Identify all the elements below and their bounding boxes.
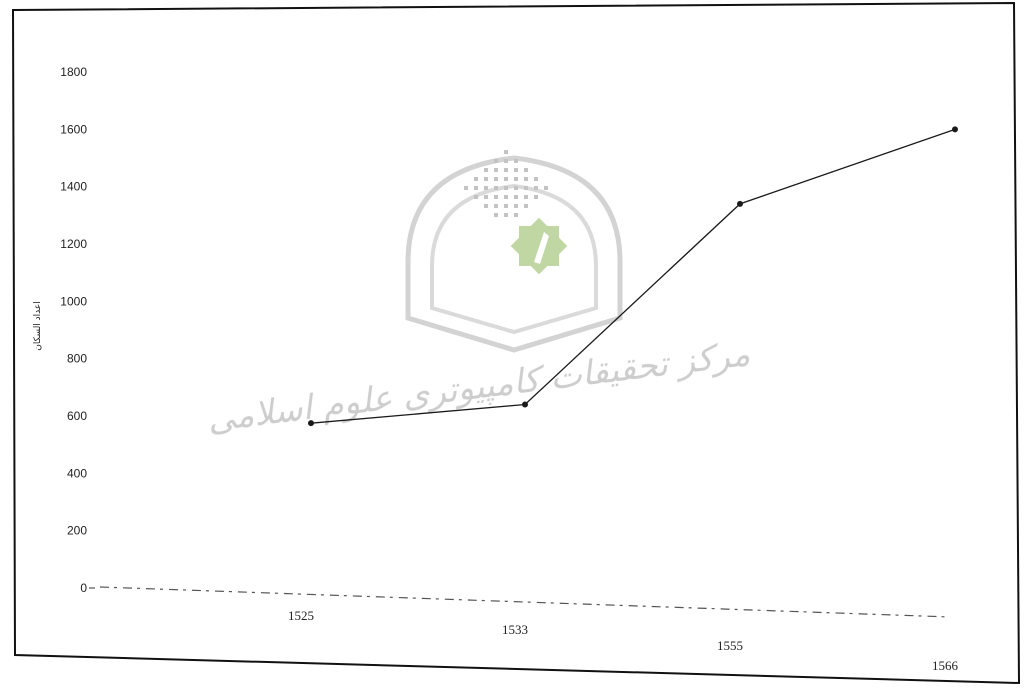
watermark-dot bbox=[524, 186, 528, 190]
watermark-dot bbox=[514, 213, 518, 217]
x-tick-label: 1566 bbox=[932, 658, 959, 673]
watermark-dot bbox=[494, 186, 498, 190]
data-point bbox=[308, 420, 314, 427]
y-tick-label: 1400 bbox=[60, 180, 87, 194]
watermark-dot bbox=[534, 177, 538, 181]
watermark-dot bbox=[504, 204, 508, 208]
watermark-dot bbox=[504, 159, 508, 163]
y-axis-title: اعداد السكان bbox=[33, 301, 43, 351]
watermark-star-icon bbox=[510, 217, 568, 275]
x-axis: 1525 1533 1555 1566 bbox=[99, 586, 959, 673]
watermark-dot bbox=[524, 177, 528, 181]
x-tick-label: 1555 bbox=[717, 638, 743, 653]
watermark-dot bbox=[504, 150, 508, 154]
watermark-dot bbox=[474, 186, 478, 190]
watermark-dot bbox=[504, 195, 508, 199]
watermark-dot bbox=[504, 177, 508, 181]
watermark-logo: مرکز تحقیقات کامپیوتری علوم اسلامی bbox=[205, 150, 752, 440]
watermark-dot bbox=[524, 204, 528, 208]
watermark-dot bbox=[474, 177, 478, 181]
watermark-dot bbox=[484, 177, 488, 181]
data-point bbox=[522, 401, 528, 408]
watermark-dot bbox=[494, 168, 498, 172]
series-group bbox=[308, 126, 958, 427]
y-tick-label: 600 bbox=[67, 409, 87, 423]
watermark-dots bbox=[464, 150, 548, 217]
watermark-dot bbox=[484, 168, 488, 172]
series-line bbox=[310, 128, 956, 424]
watermark-dot bbox=[484, 195, 488, 199]
watermark-dot bbox=[514, 195, 518, 199]
watermark-text: مرکز تحقیقات کامپیوتری علوم اسلامی bbox=[205, 334, 752, 440]
watermark-dot bbox=[494, 159, 498, 163]
watermark-dot bbox=[544, 186, 548, 190]
watermark-dot bbox=[484, 204, 488, 208]
x-tick-label: 1525 bbox=[288, 608, 314, 623]
watermark-dot bbox=[514, 186, 518, 190]
data-point bbox=[737, 200, 743, 207]
watermark-dot bbox=[514, 204, 518, 208]
watermark-dot bbox=[524, 195, 528, 199]
y-axis: 0 200 400 600 800 1000 1200 1400 1600 1800 bbox=[60, 65, 95, 595]
watermark-dot bbox=[494, 195, 498, 199]
watermark-dot bbox=[514, 177, 518, 181]
watermark-dot bbox=[494, 213, 498, 217]
watermark-dot bbox=[494, 177, 498, 181]
y-tick-label: 800 bbox=[67, 352, 87, 366]
watermark-dot bbox=[484, 186, 488, 190]
x-axis-line bbox=[99, 586, 951, 618]
chart-frame bbox=[11, 1, 1021, 685]
y-tick-label: 1600 bbox=[60, 122, 87, 136]
y-tick-label: 1000 bbox=[60, 294, 87, 308]
watermark-dot bbox=[514, 159, 518, 163]
y-tick-label: 1200 bbox=[60, 237, 87, 251]
watermark-dot bbox=[464, 186, 468, 190]
watermark-dot bbox=[474, 195, 478, 199]
data-point bbox=[952, 126, 958, 133]
y-tick-label: 1800 bbox=[60, 65, 87, 79]
watermark-dot bbox=[494, 204, 498, 208]
watermark-dot bbox=[514, 168, 518, 172]
watermark-arch-outer bbox=[405, 155, 623, 353]
watermark-dot bbox=[524, 168, 528, 172]
watermark-dot bbox=[504, 213, 508, 217]
watermark-dot bbox=[534, 195, 538, 199]
y-tick-label: 400 bbox=[67, 466, 87, 480]
y-tick-label: 200 bbox=[67, 524, 87, 538]
x-tick-label: 1533 bbox=[502, 622, 528, 637]
watermark-dot bbox=[534, 186, 538, 190]
watermark-dot bbox=[504, 186, 508, 190]
y-tick-label: 0 bbox=[80, 581, 87, 595]
watermark-dot bbox=[504, 168, 508, 172]
